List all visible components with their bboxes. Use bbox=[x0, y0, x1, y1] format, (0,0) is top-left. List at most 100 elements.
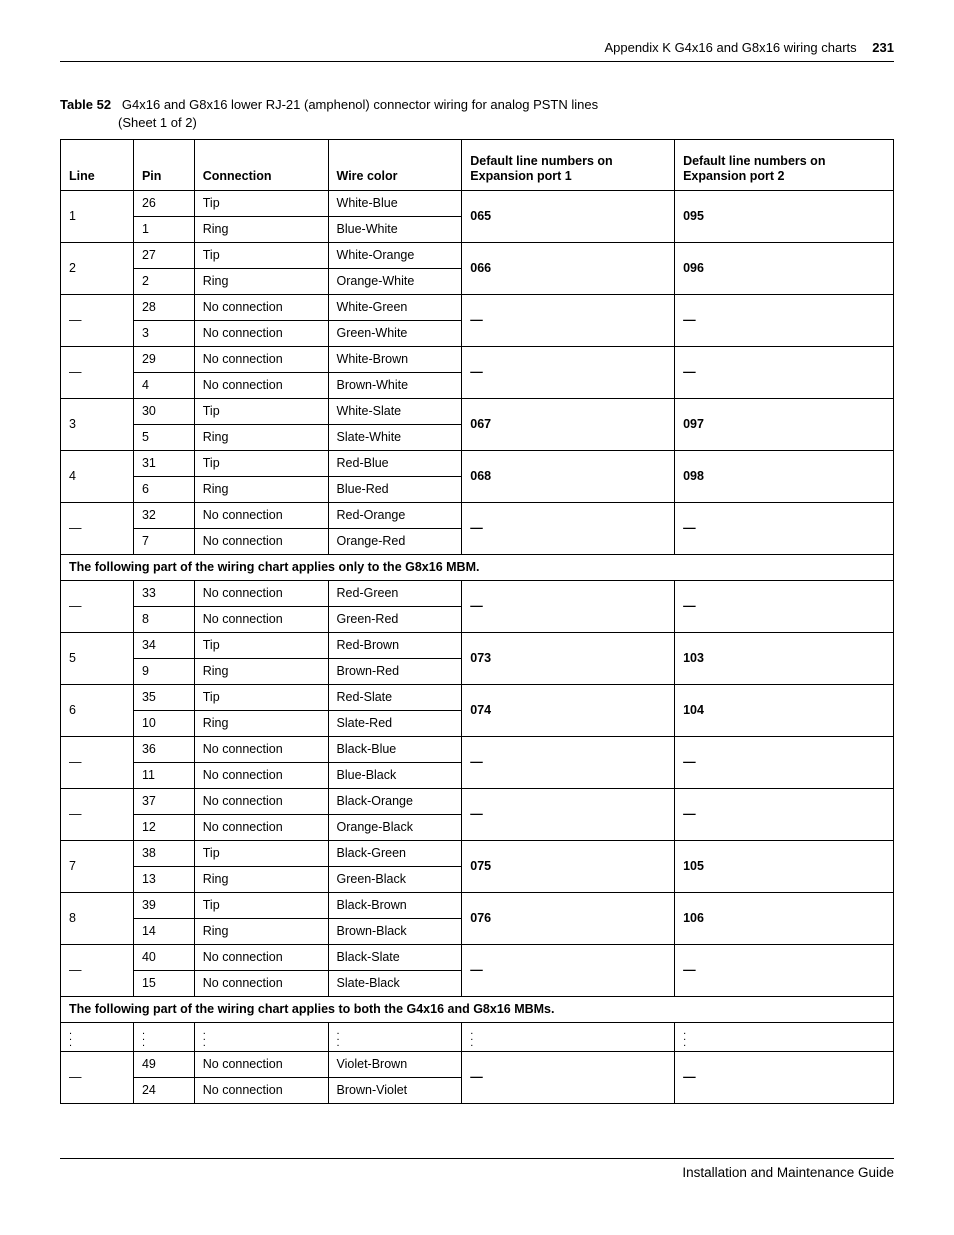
col-connection: Connection bbox=[194, 140, 328, 191]
cell-connection: Tip bbox=[194, 633, 328, 659]
cell-pin: 28 bbox=[133, 295, 194, 321]
table-caption: Table 52 G4x16 and G8x16 lower RJ-21 (am… bbox=[60, 96, 894, 131]
cell-line: — bbox=[61, 945, 134, 997]
cell-pin: 10 bbox=[133, 711, 194, 737]
cell-wire: Red-Orange bbox=[328, 503, 462, 529]
cell-ep1: — bbox=[462, 945, 675, 997]
cell-pin: 5 bbox=[133, 425, 194, 451]
cell-line: — bbox=[61, 503, 134, 555]
col-ep2: Default line numbers on Expansion port 2 bbox=[675, 140, 894, 191]
cell-line: 2 bbox=[61, 243, 134, 295]
cell-connection: No connection bbox=[194, 321, 328, 347]
cell-wire: Red-Slate bbox=[328, 685, 462, 711]
table-header-row: Line Pin Connection Wire color Default l… bbox=[61, 140, 894, 191]
cell-pin: 37 bbox=[133, 789, 194, 815]
header-text: Appendix K G4x16 and G8x16 wiring charts bbox=[604, 40, 856, 55]
table-row: 330TipWhite-Slate067097 bbox=[61, 399, 894, 425]
page-footer: Installation and Maintenance Guide bbox=[60, 1158, 894, 1180]
ellipsis-cell: ... bbox=[194, 1023, 328, 1052]
cell-pin: 3 bbox=[133, 321, 194, 347]
cell-ep1: 075 bbox=[462, 841, 675, 893]
cell-ep2: — bbox=[675, 945, 894, 997]
cell-wire: Slate-White bbox=[328, 425, 462, 451]
cell-line: — bbox=[61, 1052, 134, 1104]
ellipsis-row: .................. bbox=[61, 1023, 894, 1052]
col-wire-color: Wire color bbox=[328, 140, 462, 191]
cell-wire: White-Green bbox=[328, 295, 462, 321]
cell-wire: Brown-Black bbox=[328, 919, 462, 945]
cell-pin: 27 bbox=[133, 243, 194, 269]
cell-pin: 4 bbox=[133, 373, 194, 399]
table-row: —36No connectionBlack-Blue—— bbox=[61, 737, 894, 763]
cell-wire: Brown-Violet bbox=[328, 1078, 462, 1104]
section-note: The following part of the wiring chart a… bbox=[61, 997, 894, 1023]
cell-wire: Slate-Red bbox=[328, 711, 462, 737]
cell-ep1: — bbox=[462, 503, 675, 555]
cell-ep2: 097 bbox=[675, 399, 894, 451]
cell-line: — bbox=[61, 581, 134, 633]
page-header: Appendix K G4x16 and G8x16 wiring charts… bbox=[60, 40, 894, 62]
cell-ep2: — bbox=[675, 347, 894, 399]
cell-ep1: — bbox=[462, 581, 675, 633]
cell-ep1: — bbox=[462, 1052, 675, 1104]
cell-connection: No connection bbox=[194, 503, 328, 529]
table-row: 738TipBlack-Green075105 bbox=[61, 841, 894, 867]
cell-ep1: 074 bbox=[462, 685, 675, 737]
cell-pin: 38 bbox=[133, 841, 194, 867]
cell-pin: 1 bbox=[133, 217, 194, 243]
cell-connection: Ring bbox=[194, 711, 328, 737]
ellipsis-cell: ... bbox=[328, 1023, 462, 1052]
cell-pin: 35 bbox=[133, 685, 194, 711]
cell-wire: Red-Blue bbox=[328, 451, 462, 477]
cell-pin: 32 bbox=[133, 503, 194, 529]
cell-pin: 39 bbox=[133, 893, 194, 919]
table-row: —37No connectionBlack-Orange—— bbox=[61, 789, 894, 815]
col-pin: Pin bbox=[133, 140, 194, 191]
cell-ep1: 066 bbox=[462, 243, 675, 295]
cell-ep2: 096 bbox=[675, 243, 894, 295]
cell-connection: Ring bbox=[194, 269, 328, 295]
cell-ep2: 103 bbox=[675, 633, 894, 685]
cell-ep1: 065 bbox=[462, 191, 675, 243]
cell-connection: No connection bbox=[194, 945, 328, 971]
table-row: —49No connectionViolet-Brown—— bbox=[61, 1052, 894, 1078]
cell-ep1: 076 bbox=[462, 893, 675, 945]
cell-connection: Tip bbox=[194, 191, 328, 217]
cell-connection: Tip bbox=[194, 243, 328, 269]
cell-wire: Green-Red bbox=[328, 607, 462, 633]
cell-connection: No connection bbox=[194, 529, 328, 555]
cell-wire: Violet-Brown bbox=[328, 1052, 462, 1078]
cell-pin: 30 bbox=[133, 399, 194, 425]
table-row: —33No connectionRed-Green—— bbox=[61, 581, 894, 607]
col-ep1: Default line numbers on Expansion port 1 bbox=[462, 140, 675, 191]
cell-connection: Tip bbox=[194, 841, 328, 867]
cell-pin: 49 bbox=[133, 1052, 194, 1078]
cell-pin: 6 bbox=[133, 477, 194, 503]
cell-connection: Ring bbox=[194, 425, 328, 451]
cell-connection: No connection bbox=[194, 347, 328, 373]
cell-ep1: — bbox=[462, 737, 675, 789]
footer-text: Installation and Maintenance Guide bbox=[682, 1165, 894, 1180]
table-title: G4x16 and G8x16 lower RJ-21 (amphenol) c… bbox=[122, 97, 598, 112]
cell-pin: 15 bbox=[133, 971, 194, 997]
section-note: The following part of the wiring chart a… bbox=[61, 555, 894, 581]
cell-wire: Black-Orange bbox=[328, 789, 462, 815]
cell-connection: Tip bbox=[194, 893, 328, 919]
cell-connection: Ring bbox=[194, 217, 328, 243]
cell-wire: White-Orange bbox=[328, 243, 462, 269]
cell-ep2: — bbox=[675, 581, 894, 633]
table-sheet: (Sheet 1 of 2) bbox=[118, 114, 894, 132]
cell-ep1: — bbox=[462, 789, 675, 841]
cell-line: 7 bbox=[61, 841, 134, 893]
table-row: —29No connectionWhite-Brown—— bbox=[61, 347, 894, 373]
cell-wire: Green-White bbox=[328, 321, 462, 347]
cell-line: — bbox=[61, 347, 134, 399]
cell-wire: White-Slate bbox=[328, 399, 462, 425]
cell-wire: Brown-Red bbox=[328, 659, 462, 685]
cell-wire: Black-Green bbox=[328, 841, 462, 867]
table-row: 227TipWhite-Orange066096 bbox=[61, 243, 894, 269]
cell-connection: No connection bbox=[194, 373, 328, 399]
cell-wire: Black-Brown bbox=[328, 893, 462, 919]
ellipsis-cell: ... bbox=[133, 1023, 194, 1052]
cell-connection: No connection bbox=[194, 763, 328, 789]
